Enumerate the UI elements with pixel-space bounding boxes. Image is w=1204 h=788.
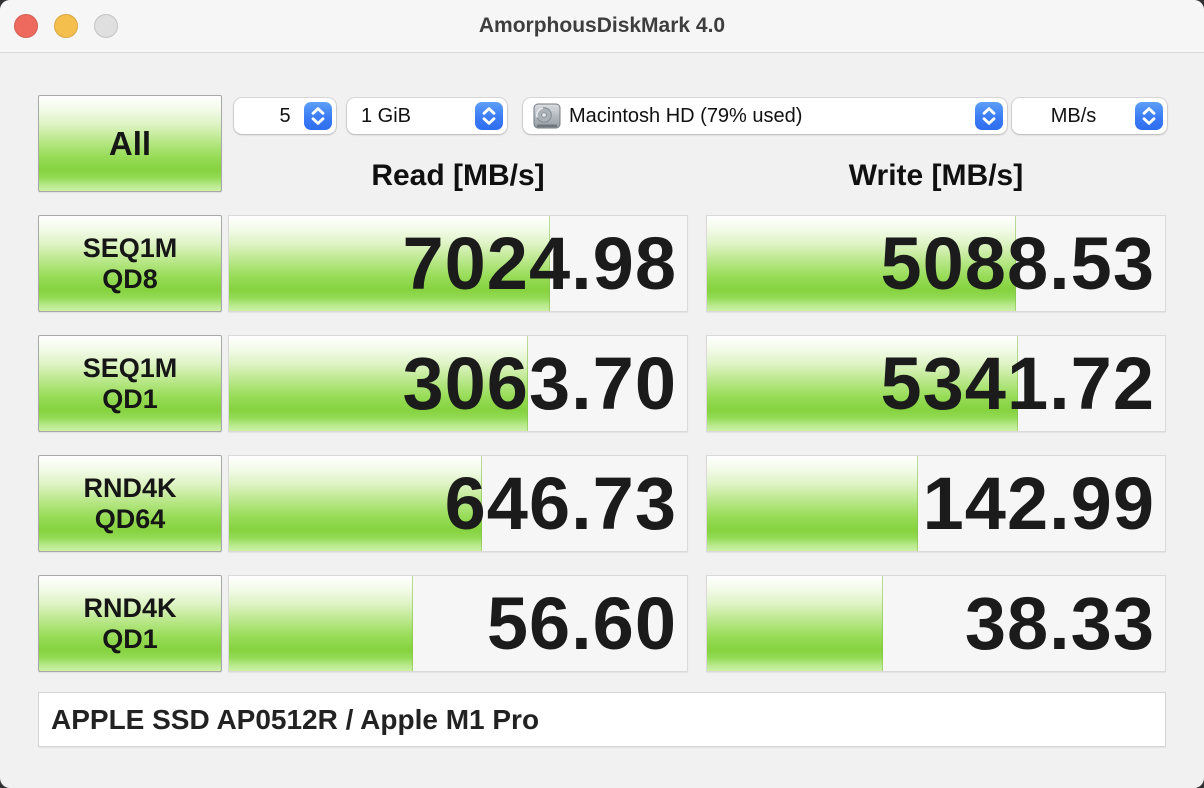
device-description-field[interactable]: APPLE SSD AP0512R / Apple M1 Pro: [38, 692, 1166, 747]
target-volume-select[interactable]: Macintosh HD (79% used): [523, 98, 1007, 134]
read-result-rnd4k-qd64: 646.73: [228, 455, 688, 552]
unit-value: MB/s: [1050, 104, 1097, 127]
trial-count-select[interactable]: 5: [234, 98, 336, 134]
read-value: 56.60: [486, 582, 677, 665]
target-volume-value: Macintosh HD (79% used): [569, 104, 803, 127]
test-size-select[interactable]: 1 GiB: [347, 98, 507, 134]
stepper-icon[interactable]: [475, 102, 503, 130]
read-result-rnd4k-qd1: 56.60: [228, 575, 688, 672]
trial-count-value: 5: [279, 104, 291, 127]
read-value: 646.73: [444, 462, 677, 545]
chevron-up-down-icon: [482, 107, 496, 125]
title-bar[interactable]: AmorphousDiskMark 4.0: [0, 0, 1204, 53]
test-label: RND4K: [83, 472, 177, 503]
result-bar: [229, 336, 529, 431]
result-bar: [707, 336, 1019, 431]
stepper-icon[interactable]: [1135, 102, 1163, 130]
result-bar: [229, 456, 482, 551]
read-value: 3063.70: [402, 342, 677, 425]
read-value: 7024.98: [402, 222, 677, 305]
write-value: 142.99: [922, 462, 1155, 545]
chevron-up-down-icon: [1142, 107, 1156, 125]
run-rnd4k-qd1-button[interactable]: RND4K QD1: [38, 575, 222, 672]
stepper-icon[interactable]: [975, 102, 1003, 130]
write-value: 38.33: [964, 582, 1155, 665]
queue-depth-label: QD1: [102, 623, 158, 654]
write-result-seq1m-qd8: 5088.53: [706, 215, 1166, 312]
test-label: SEQ1M: [82, 352, 178, 383]
read-column-header: Read [MB/s]: [371, 159, 545, 192]
run-rnd4k-qd64-button[interactable]: RND4K QD64: [38, 455, 222, 552]
queue-depth-label: QD8: [102, 263, 158, 294]
result-bar: [229, 576, 414, 671]
test-label: SEQ1M: [82, 232, 178, 263]
run-seq1m-qd1-button[interactable]: SEQ1M QD1: [38, 335, 222, 432]
chevron-up-down-icon: [982, 107, 996, 125]
queue-depth-label: QD1: [102, 383, 158, 414]
result-bar: [707, 456, 918, 551]
test-size-value: 1 GiB: [361, 104, 412, 127]
queue-depth-label: QD64: [94, 503, 166, 534]
unit-select[interactable]: MB/s: [1012, 98, 1167, 134]
write-column-header: Write [MB/s]: [848, 159, 1024, 192]
window-title: AmorphousDiskMark 4.0: [478, 14, 726, 37]
result-bar: [229, 216, 550, 311]
write-result-rnd4k-qd1: 38.33: [706, 575, 1166, 672]
write-value: 5088.53: [880, 222, 1155, 305]
read-result-seq1m-qd1: 3063.70: [228, 335, 688, 432]
stepper-icon[interactable]: [304, 102, 332, 130]
write-result-seq1m-qd1: 5341.72: [706, 335, 1166, 432]
test-label: RND4K: [83, 592, 177, 623]
run-seq1m-qd8-button[interactable]: SEQ1M QD8: [38, 215, 222, 312]
close-button[interactable]: [14, 14, 38, 38]
write-result-rnd4k-qd64: 142.99: [706, 455, 1166, 552]
run-all-button[interactable]: All: [38, 95, 222, 192]
write-value: 5341.72: [880, 342, 1155, 425]
zoom-button-disabled: [94, 14, 118, 38]
result-bar: [707, 216, 1016, 311]
chevron-up-down-icon: [311, 107, 325, 125]
hard-drive-icon: [533, 103, 561, 129]
result-bar: [707, 576, 883, 671]
run-all-label: All: [108, 125, 152, 162]
minimize-button[interactable]: [54, 14, 78, 38]
read-result-seq1m-qd8: 7024.98: [228, 215, 688, 312]
